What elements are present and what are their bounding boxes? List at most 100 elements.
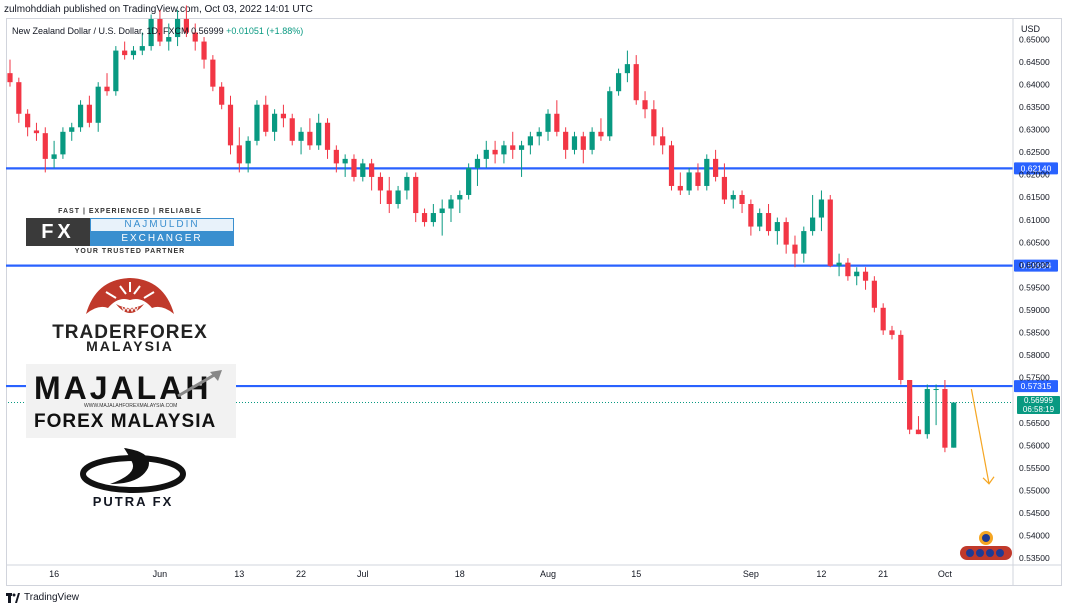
candle-body (342, 158, 348, 164)
candle-body (104, 86, 110, 92)
candle-body (695, 172, 701, 186)
candle-body (457, 194, 463, 200)
candle-body (16, 82, 22, 114)
level-price-tag (1014, 380, 1058, 393)
y-tick-label: 0.60000 (1019, 260, 1050, 270)
candle-body (7, 73, 13, 83)
candle-body (836, 262, 842, 266)
y-tick-label: 0.64000 (1019, 79, 1050, 89)
candle-body (360, 163, 366, 177)
x-tick-label: Jul (357, 569, 369, 579)
candle-body (483, 149, 489, 159)
traderforex-title: TRADERFOREX (52, 322, 208, 343)
candle-body (536, 131, 542, 137)
y-tick-label: 0.56000 (1019, 440, 1050, 450)
level-price-tag (1014, 162, 1058, 175)
candle-body (430, 213, 436, 223)
candle-body (871, 280, 877, 308)
candle-body (474, 158, 481, 168)
majalah-title: MAJALAH (34, 370, 212, 406)
legend-ohlc: 0.56999 (191, 26, 224, 36)
x-tick-label: 12 (816, 569, 826, 579)
candle-body (333, 149, 339, 164)
candle-body (298, 131, 304, 141)
candle-body (510, 145, 516, 150)
candle-body (122, 50, 128, 56)
chart-legend: New Zealand Dollar / U.S. Dollar, 1D, FX… (12, 26, 303, 36)
candle-body (166, 37, 172, 42)
traderforex-logo: TRADERFOREX MALAYSIA (22, 274, 238, 354)
y-tick-label: 0.63000 (1019, 125, 1050, 135)
candle-body (316, 122, 322, 146)
candle-body (395, 190, 401, 205)
candle-body (571, 136, 578, 150)
candle-body (783, 222, 789, 245)
candle-body (713, 158, 719, 177)
candle-body (227, 104, 234, 146)
candle-body (413, 176, 419, 214)
candle-body (421, 213, 428, 223)
candle-body (827, 199, 833, 266)
candle-body (466, 167, 472, 195)
candle-body (280, 113, 287, 119)
candle-body (448, 199, 454, 209)
candle-body (324, 122, 331, 150)
countdown-value: 06:58:19 (1022, 404, 1055, 414)
candle-body (527, 136, 533, 146)
candle-body (633, 64, 639, 101)
candle-body (721, 176, 728, 200)
y-axis-unit: USD (1021, 24, 1041, 34)
level-price-label: 0.62140 (1021, 163, 1052, 173)
candle-body (60, 131, 66, 155)
candle-body (774, 222, 780, 232)
upward-arrow-icon (177, 370, 222, 398)
candle-body (33, 130, 40, 134)
candle-body (924, 389, 930, 435)
y-tick-label: 0.53500 (1019, 553, 1050, 563)
y-tick-label: 0.63500 (1019, 102, 1050, 112)
tiger-icon (86, 278, 174, 314)
y-tick-label: 0.55500 (1019, 463, 1050, 473)
candle-body (69, 127, 75, 132)
forecast-arrow-head (982, 476, 995, 485)
candle-body (289, 118, 295, 141)
candle-body (907, 379, 913, 430)
candle-body (113, 50, 119, 92)
y-tick-label: 0.61500 (1019, 192, 1050, 202)
candle-body (589, 131, 595, 150)
candle-body (545, 113, 551, 132)
candle-body (501, 145, 507, 155)
footer-brand[interactable]: TradingView (6, 592, 79, 603)
candle-body (642, 100, 648, 110)
candle-body (130, 50, 137, 56)
candle-body (739, 194, 745, 205)
candle-body (598, 131, 604, 137)
x-tick-label: 13 (234, 569, 244, 579)
candle-body (615, 73, 622, 92)
candle-body (25, 113, 31, 128)
majalah-forex-logo: MAJALAH WWW.MAJALAHFOREXMALAYSIA.COM FOR… (26, 364, 236, 438)
candle-body (660, 136, 666, 146)
candle-body (351, 158, 357, 177)
candle-body (263, 104, 269, 132)
x-tick-label: Aug (540, 569, 556, 579)
y-tick-label: 0.55000 (1019, 486, 1050, 496)
x-tick-label: 16 (49, 569, 59, 579)
y-tick-label: 0.62500 (1019, 147, 1050, 157)
x-tick-label: 21 (878, 569, 888, 579)
candle-body (95, 86, 101, 123)
candle-body (219, 86, 225, 105)
candle-body (845, 262, 851, 277)
candle-body (915, 429, 922, 435)
candle-body (157, 19, 163, 42)
candle-body (854, 271, 860, 277)
candle-body (580, 136, 586, 150)
candle-body (86, 104, 92, 123)
y-tick-label: 0.54500 (1019, 508, 1050, 518)
y-tick-label: 0.54000 (1019, 531, 1050, 541)
candle-body (254, 104, 260, 141)
candle-body (272, 113, 278, 132)
x-tick-label: 22 (296, 569, 306, 579)
current-price-tag: 0.56999 06:58:19 (1017, 395, 1060, 414)
